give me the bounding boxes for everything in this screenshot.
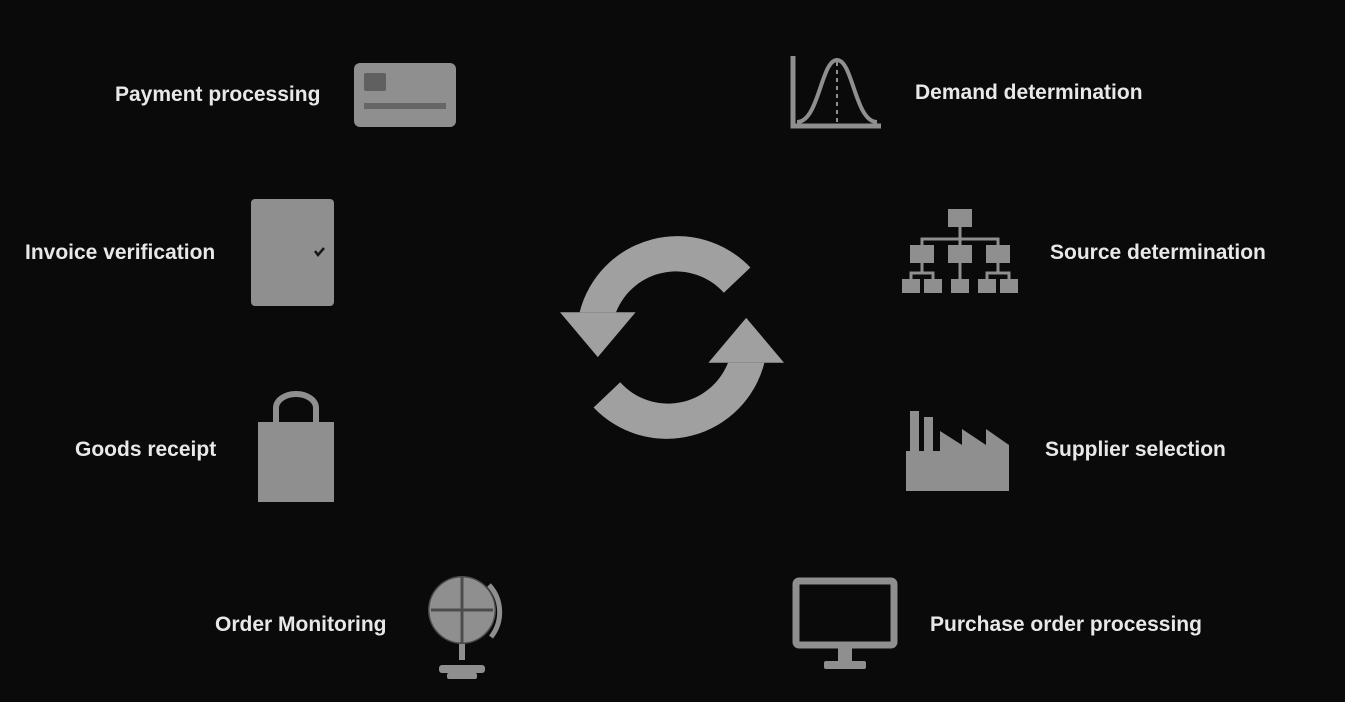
label-purchase-order-processing: Purchase order processing xyxy=(930,613,1202,637)
monitor-icon xyxy=(790,575,900,675)
label-invoice-verification: Invoice verification xyxy=(25,241,215,265)
label-goods-receipt: Goods receipt xyxy=(75,438,216,462)
node-purchase-order-processing: Purchase order processing xyxy=(790,575,1202,675)
label-supplier-selection: Supplier selection xyxy=(1045,438,1226,462)
bell-curve-icon xyxy=(785,50,885,135)
node-order-monitoring: Order Monitoring xyxy=(215,565,512,685)
globe-icon xyxy=(417,565,512,685)
node-invoice-verification: Invoice verification xyxy=(25,195,340,310)
label-demand-determination: Demand determination xyxy=(915,81,1143,105)
factory-icon xyxy=(900,405,1015,495)
node-demand-determination: Demand determination xyxy=(785,50,1143,135)
org-chart-icon xyxy=(900,205,1020,300)
shopping-bag-icon xyxy=(246,390,346,510)
checklist-icon xyxy=(245,195,340,310)
node-supplier-selection: Supplier selection xyxy=(900,405,1226,495)
procurement-cycle-diagram: Payment processing Invoice verification xyxy=(0,0,1345,702)
label-order-monitoring: Order Monitoring xyxy=(215,613,387,637)
credit-card-icon xyxy=(350,55,460,135)
label-payment-processing: Payment processing xyxy=(115,83,320,107)
node-goods-receipt: Goods receipt xyxy=(75,390,346,510)
cycle-arrows-icon xyxy=(532,198,812,483)
node-source-determination: Source determination xyxy=(900,205,1266,300)
label-source-determination: Source determination xyxy=(1050,241,1266,265)
node-payment-processing: Payment processing xyxy=(115,55,460,135)
